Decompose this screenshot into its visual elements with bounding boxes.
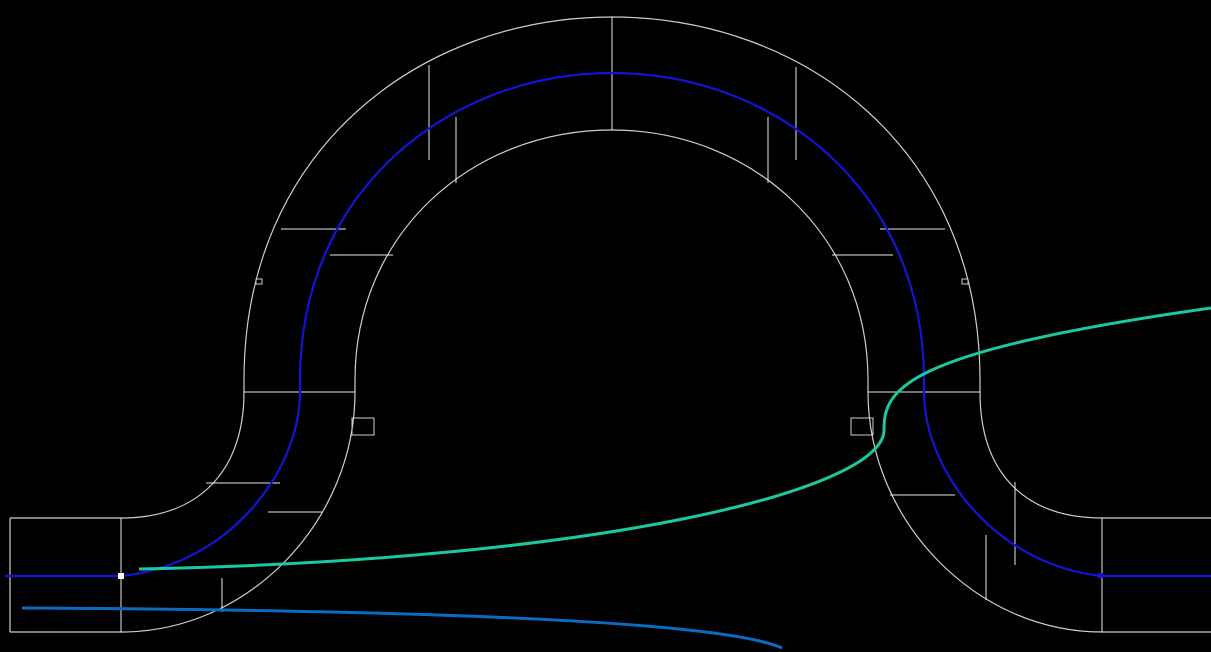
teal-curve[interactable] <box>138 306 1211 571</box>
outer-grip-right[interactable] <box>961 278 969 285</box>
segment-dividers <box>120 17 1103 632</box>
anchor-square-right[interactable] <box>850 417 874 436</box>
blue-curve[interactable] <box>21 606 783 650</box>
outer-boundary <box>10 16 1211 519</box>
anchor-square-left[interactable] <box>351 417 375 436</box>
center-path-grip-right[interactable] <box>1098 573 1103 578</box>
center-path[interactable] <box>5 71 1211 578</box>
center-path-grip-left[interactable] <box>118 573 124 579</box>
outer-grip-left[interactable] <box>255 278 263 285</box>
